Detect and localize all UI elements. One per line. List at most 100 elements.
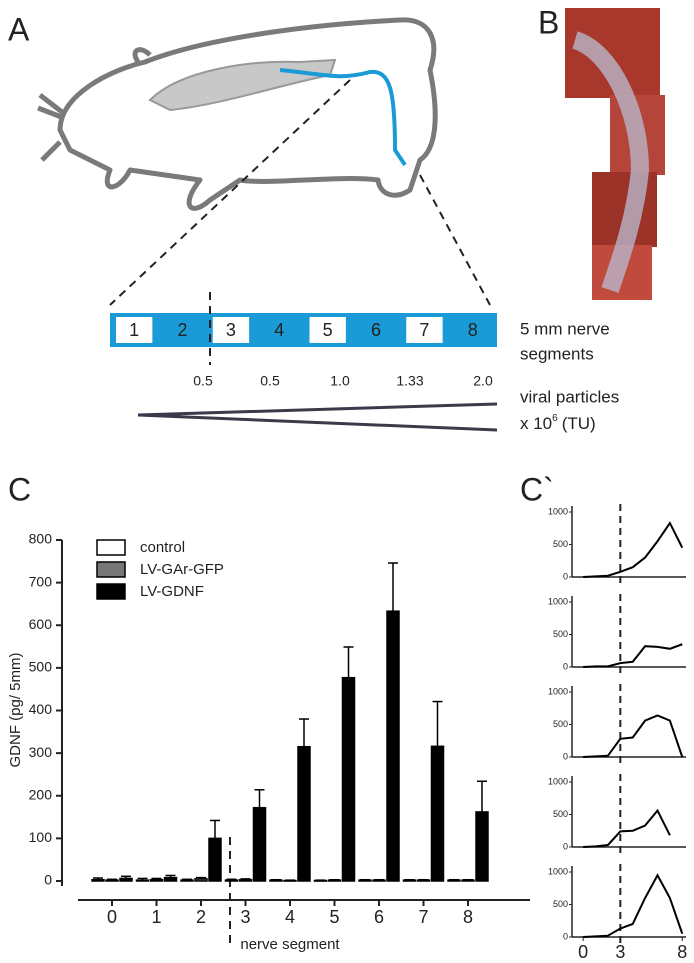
segments-title: segments (520, 344, 594, 363)
x-axis-label: nerve segment (240, 936, 340, 953)
panel-label: C` (520, 471, 554, 507)
legend-swatch (96, 539, 126, 556)
bar (386, 610, 400, 882)
segment-label: 4 (274, 320, 284, 340)
panel-label: C (8, 471, 31, 507)
y-tick-label: 1000 (548, 596, 568, 606)
legend-swatch (96, 561, 126, 578)
dose-unit-exp: 6 (552, 413, 558, 424)
segment-label: 5 (323, 320, 333, 340)
y-tick-label: 1000 (548, 686, 568, 696)
dose-unit-suffix: (TU) (562, 414, 596, 433)
x-tick-label: 0 (107, 907, 117, 927)
dose-label: 1.0 (330, 373, 350, 389)
dose-label: 2.0 (473, 373, 493, 389)
line (583, 714, 684, 758)
x-tick-label: 3 (240, 907, 250, 927)
bar (105, 879, 119, 882)
y-tick-label: 1000 (548, 506, 568, 516)
bar (341, 676, 356, 882)
bar (149, 878, 164, 882)
segment-label: 1 (129, 320, 139, 340)
nerve (279, 68, 407, 167)
bar (224, 879, 239, 882)
y-tick-label: 0 (563, 661, 568, 671)
dose-title: viral particles (520, 387, 619, 406)
y-tick-label: 0 (563, 751, 568, 761)
y-tick-label: 500 (553, 809, 568, 819)
zoom-line (419, 174, 491, 306)
bar (238, 878, 253, 882)
legend-label: LV-GAr-GFP (140, 561, 224, 578)
y-tick-label: 1000 (548, 866, 568, 876)
legend-label: control (140, 539, 185, 556)
bar (475, 811, 489, 882)
y-tick-label: 1000 (548, 776, 568, 786)
y-tick-label: 500 (553, 629, 568, 639)
dose-unit-prefix: x 10 (520, 414, 552, 433)
y-tick-label: 600 (29, 616, 53, 632)
zoom-line (109, 79, 351, 306)
y-tick-label: 0 (563, 931, 568, 941)
segment-label: 7 (419, 320, 429, 340)
segment-label: 6 (371, 320, 381, 340)
line (583, 873, 684, 938)
x-tick-label: 4 (285, 907, 295, 927)
bar (372, 879, 386, 882)
bar (208, 837, 222, 882)
y-axis-label: GDNF (pg/ 5mm) (7, 652, 24, 767)
segment-box (406, 317, 443, 343)
y-tick-label: 0 (44, 872, 52, 888)
dose-label: 0.5 (193, 373, 213, 389)
bar (416, 879, 431, 882)
y-tick-label: 500 (553, 539, 568, 549)
bar (269, 879, 283, 882)
bar (283, 879, 297, 882)
bar (430, 745, 445, 882)
rat-drawing (37, 17, 438, 211)
line (583, 521, 684, 578)
spinal-cord (148, 58, 337, 112)
line (583, 643, 683, 668)
bar (91, 878, 105, 882)
segment-box (309, 317, 346, 343)
y-tick-label: 500 (553, 719, 568, 729)
dose-label: 0.5 (260, 373, 280, 389)
line (583, 808, 671, 848)
y-tick-label: 0 (563, 571, 568, 581)
segment-label: 3 (226, 320, 236, 340)
segment-label: 2 (178, 320, 188, 340)
bar (327, 879, 342, 882)
bar (135, 879, 150, 882)
legend-swatch (96, 583, 126, 600)
legend-label: LV-GDNF (140, 583, 204, 600)
segments-title: 5 mm nerve (520, 319, 610, 338)
bar (358, 879, 372, 882)
y-tick-label: 0 (563, 841, 568, 851)
x-tick-label: 0 (578, 942, 588, 962)
bar (297, 745, 311, 882)
x-tick-label: 5 (329, 907, 339, 927)
bar (163, 876, 178, 882)
bar (119, 877, 133, 882)
panel-label: B (538, 4, 559, 40)
x-tick-label: 8 (463, 907, 473, 927)
bar (194, 878, 208, 882)
y-tick-label: 200 (29, 786, 53, 802)
bar (447, 879, 461, 882)
bar (313, 879, 328, 882)
y-tick-label: 100 (29, 829, 53, 845)
panel-label: A (8, 11, 30, 47)
dose-unit: x 106 (TU) (520, 413, 596, 434)
x-tick-label: 6 (374, 907, 384, 927)
y-tick-label: 500 (29, 659, 53, 675)
x-tick-label: 7 (418, 907, 428, 927)
x-tick-label: 8 (677, 942, 687, 962)
x-tick-label: 1 (151, 907, 161, 927)
photo (565, 8, 665, 300)
dose-label: 1.33 (396, 373, 423, 389)
segment-label: 8 (468, 320, 478, 340)
x-tick-label: 2 (196, 907, 206, 927)
bar (402, 879, 417, 882)
